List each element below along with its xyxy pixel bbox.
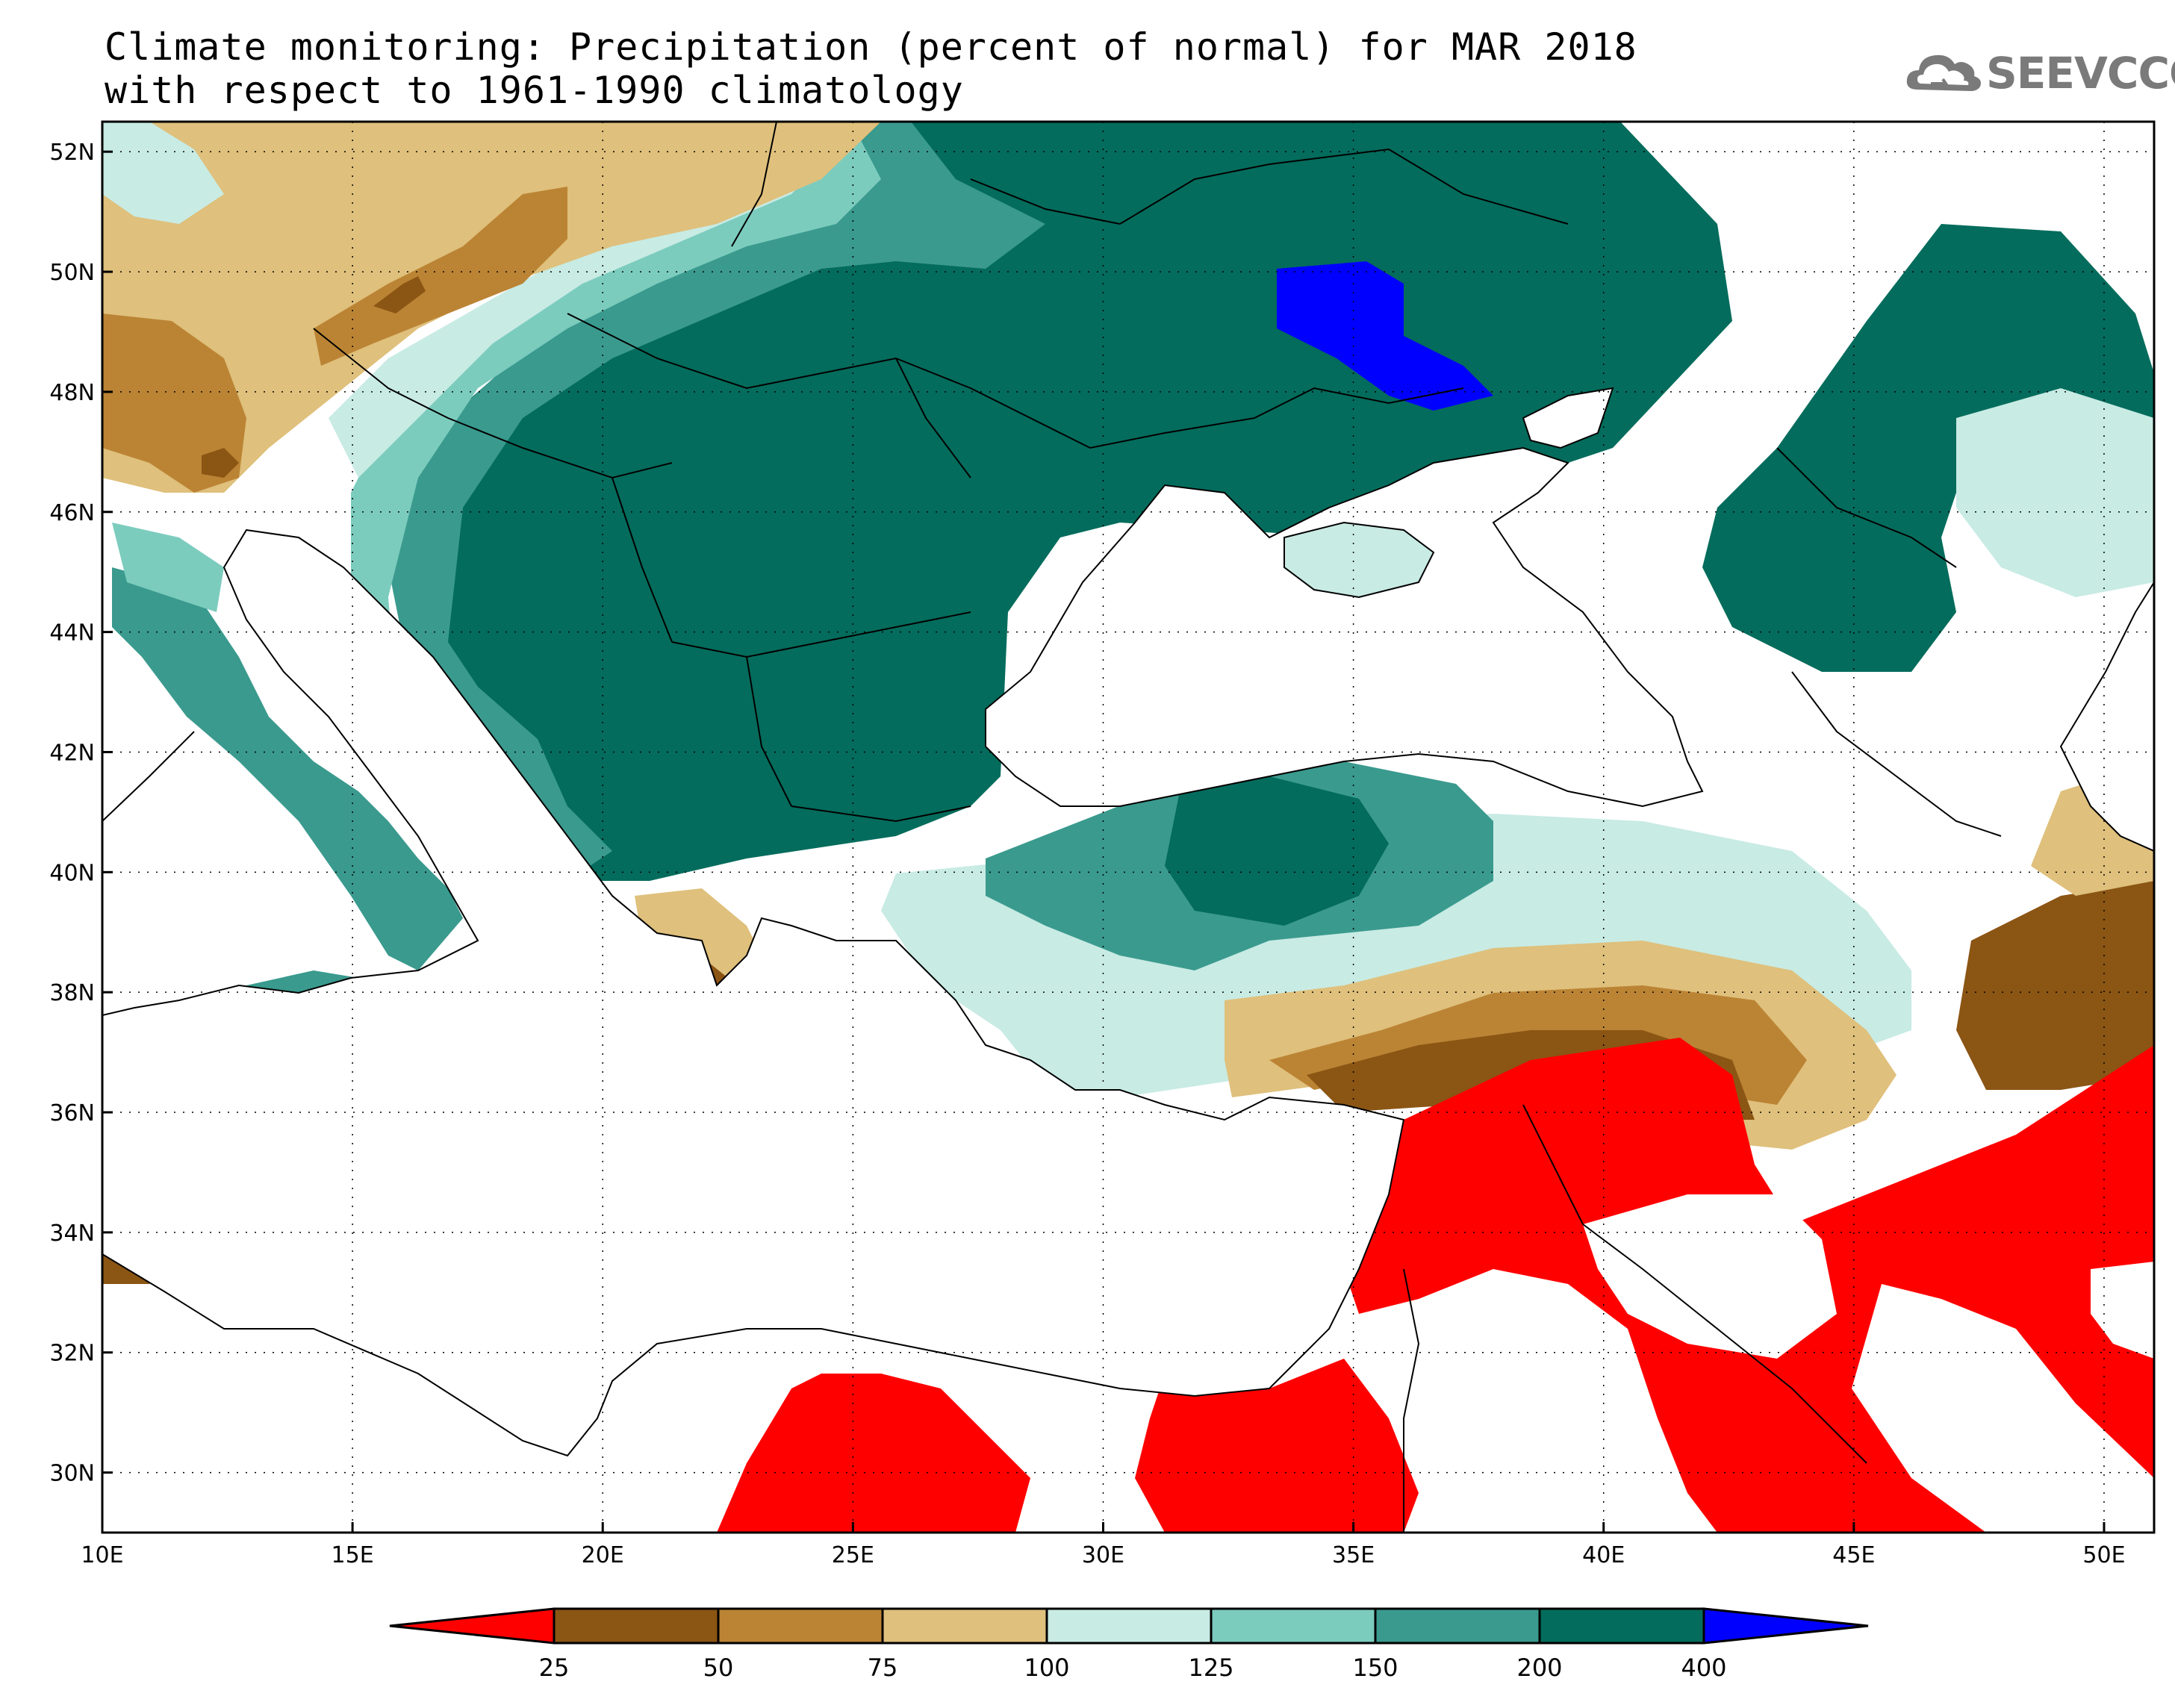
colorbar-label: 100: [1024, 1654, 1069, 1682]
region-western-europe-brown: [102, 314, 246, 493]
crimea: [1283, 521, 1435, 599]
black-sea: [985, 446, 1704, 808]
seevccc-logo: SEEVCCC: [1902, 43, 2175, 110]
region-egypt-red: [1135, 1359, 1419, 1533]
region-italy-light: [112, 523, 224, 612]
y-tick-label: 46N: [49, 500, 95, 526]
colorbar-arrow-low: [389, 1607, 556, 1645]
x-axis: 10E 15E 20E 25E 30E 35E 40E 45E 50E: [81, 1522, 2126, 1568]
colorbar-box: [553, 1607, 720, 1645]
region-iran-brown: [1956, 881, 2154, 1090]
x-tick-label: 50E: [2082, 1542, 2125, 1568]
y-tick-label: 42N: [49, 740, 95, 766]
y-tick-label: 52N: [49, 140, 95, 166]
x-tick-label: 30E: [1082, 1542, 1124, 1568]
x-tick-label: 15E: [332, 1542, 374, 1568]
region-blue-max: [1277, 261, 1493, 411]
mediterranean-sea: [102, 529, 1405, 1457]
y-tick-label: 48N: [49, 380, 95, 406]
x-tick-label: 35E: [1332, 1542, 1375, 1568]
colorbar-box: [881, 1607, 1048, 1645]
cloud-icon: [1906, 54, 1981, 91]
x-tick-label: 20E: [582, 1542, 624, 1568]
colorbar-label: 400: [1681, 1654, 1726, 1682]
region-teal-150: [388, 122, 1045, 881]
title-line-2: with respect to 1961-1990 climatology: [105, 69, 964, 112]
region-western-europe-tan: [102, 122, 881, 493]
x-tick-label: 25E: [832, 1542, 874, 1568]
x-tick-label: 40E: [1582, 1542, 1625, 1568]
logo-text: SEEVCCC: [1986, 48, 2175, 99]
nodata-russia: [1643, 314, 1852, 463]
x-tick-label: 45E: [1832, 1542, 1875, 1568]
region-caucasus-teal: [1702, 224, 2154, 672]
y-tick-label: 30N: [49, 1461, 95, 1487]
colorbar-box: [717, 1607, 884, 1645]
y-tick-label: 50N: [49, 260, 95, 286]
y-tick-label: 32N: [49, 1341, 95, 1367]
colorbar-label: 75: [868, 1654, 898, 1682]
chart-title: Climate monitoring: Precipitation (perce…: [105, 25, 1637, 112]
title-line-1: Climate monitoring: Precipitation (perce…: [105, 25, 1637, 69]
colorbar-box: [1210, 1607, 1377, 1645]
region-czech-dark: [373, 276, 426, 314]
nodata-arabia-2: [2091, 1262, 2154, 1359]
colorbar: 25 50 75 100 125 150 200 400: [389, 1607, 1869, 1682]
map-frame: [101, 120, 2156, 1534]
colorbar-label: 150: [1352, 1654, 1398, 1682]
colorbar-arrow-high: [1702, 1607, 1869, 1645]
colorbar-label: 25: [539, 1654, 570, 1682]
y-tick-label: 38N: [49, 980, 95, 1006]
y-tick-label: 34N: [49, 1221, 95, 1247]
colorbar-box: [1045, 1607, 1213, 1645]
y-tick-label: 40N: [49, 860, 95, 886]
colorbar-box: [1538, 1607, 1705, 1645]
region-czech-brown: [314, 187, 567, 366]
region-alps-dark: [202, 448, 239, 478]
y-axis: 30N 32N 34N 36N 38N 40N 42N 44N 46N 48N 50N 52N: [49, 140, 113, 1487]
azov-sea: [1522, 387, 1614, 449]
y-tick-label: 44N: [49, 620, 95, 646]
region-turkey-dark: [1165, 776, 1389, 926]
colorbar-label: 125: [1188, 1654, 1233, 1682]
region-caspian-light: [1956, 388, 2154, 597]
region-italy: [112, 567, 463, 970]
nodata-arabia-1: [1583, 1194, 1837, 1359]
country-borders: [102, 122, 2002, 1533]
caspian-sea: [2059, 581, 2154, 853]
colorbar-label: 200: [1516, 1654, 1562, 1682]
region-teal-125: [351, 122, 881, 687]
graticule: [102, 122, 2154, 1533]
region-poland-light: [102, 122, 224, 224]
x-tick-label: 10E: [81, 1542, 123, 1568]
y-tick-label: 36N: [49, 1100, 95, 1126]
colorbar-label: 50: [703, 1654, 734, 1682]
colorbar-box: [1374, 1607, 1541, 1645]
precipitation-field: [102, 122, 2154, 1533]
region-libya-red: [717, 1374, 1030, 1533]
